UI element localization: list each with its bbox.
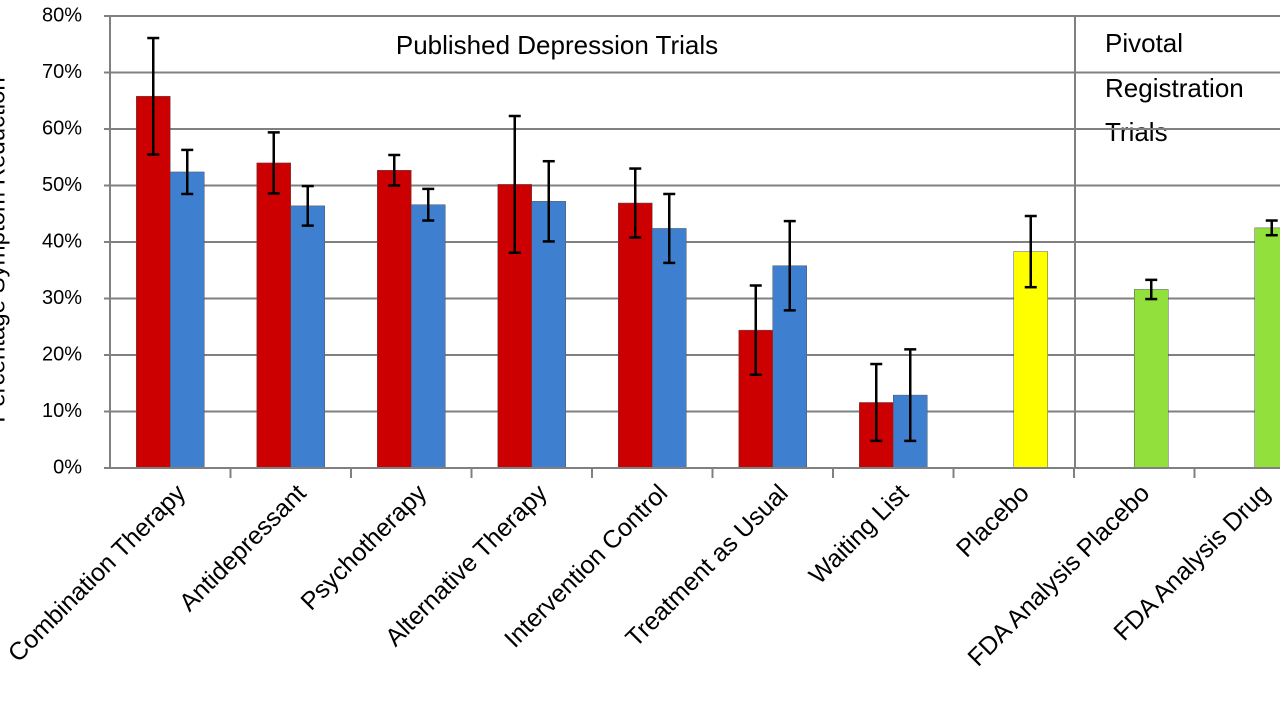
bar (1254, 227, 1280, 469)
error-bar (1145, 278, 1158, 301)
bar (256, 162, 291, 469)
x-tick-label: Waiting List (804, 479, 915, 590)
error-bar (301, 184, 314, 227)
bar (377, 169, 412, 469)
x-tick-label: Antidepressant (174, 479, 312, 617)
error-bar (542, 159, 555, 243)
error-bar (629, 167, 642, 239)
error-bar (663, 192, 676, 265)
y-tick-label: 50% (42, 174, 82, 196)
error-bar (422, 187, 435, 222)
annotation: Published Depression Trials (396, 30, 718, 60)
y-tick-label: 60% (42, 117, 82, 139)
error-bar (1265, 219, 1278, 237)
bar (618, 202, 653, 469)
error-bar (267, 131, 280, 195)
x-tick-label: Psychotherapy (295, 479, 432, 616)
bar (170, 171, 205, 469)
y-tick-label: 10% (42, 400, 82, 422)
annotation: Pivotal (1105, 28, 1183, 58)
y-tick-label: 40% (42, 230, 82, 252)
error-bar (388, 153, 401, 187)
bar (652, 228, 687, 469)
y-tick-label: 20% (42, 343, 82, 365)
error-bar (147, 36, 160, 156)
error-bar (749, 284, 762, 377)
error-bar (870, 362, 883, 443)
y-tick-label: 0% (53, 456, 82, 478)
error-bar (1024, 214, 1037, 289)
error-bar (783, 219, 796, 312)
annotation: Trials (1105, 117, 1168, 147)
bar (531, 201, 566, 469)
y-axis-title: Percentage Symptom Reduction (0, 77, 10, 423)
y-tick-label: 80% (42, 4, 82, 26)
error-bar (181, 148, 194, 196)
error-bar (508, 114, 521, 254)
y-tick-label: 30% (42, 287, 82, 309)
x-tick-label: Combination Therapy (3, 479, 192, 668)
annotation: Registration (1105, 73, 1244, 103)
bar (136, 95, 171, 469)
x-tick-label: Placebo (951, 479, 1035, 563)
bar (290, 205, 325, 469)
error-bar (904, 348, 917, 443)
y-tick-label: 70% (42, 61, 82, 83)
bar (1134, 289, 1169, 469)
bar (411, 204, 446, 469)
